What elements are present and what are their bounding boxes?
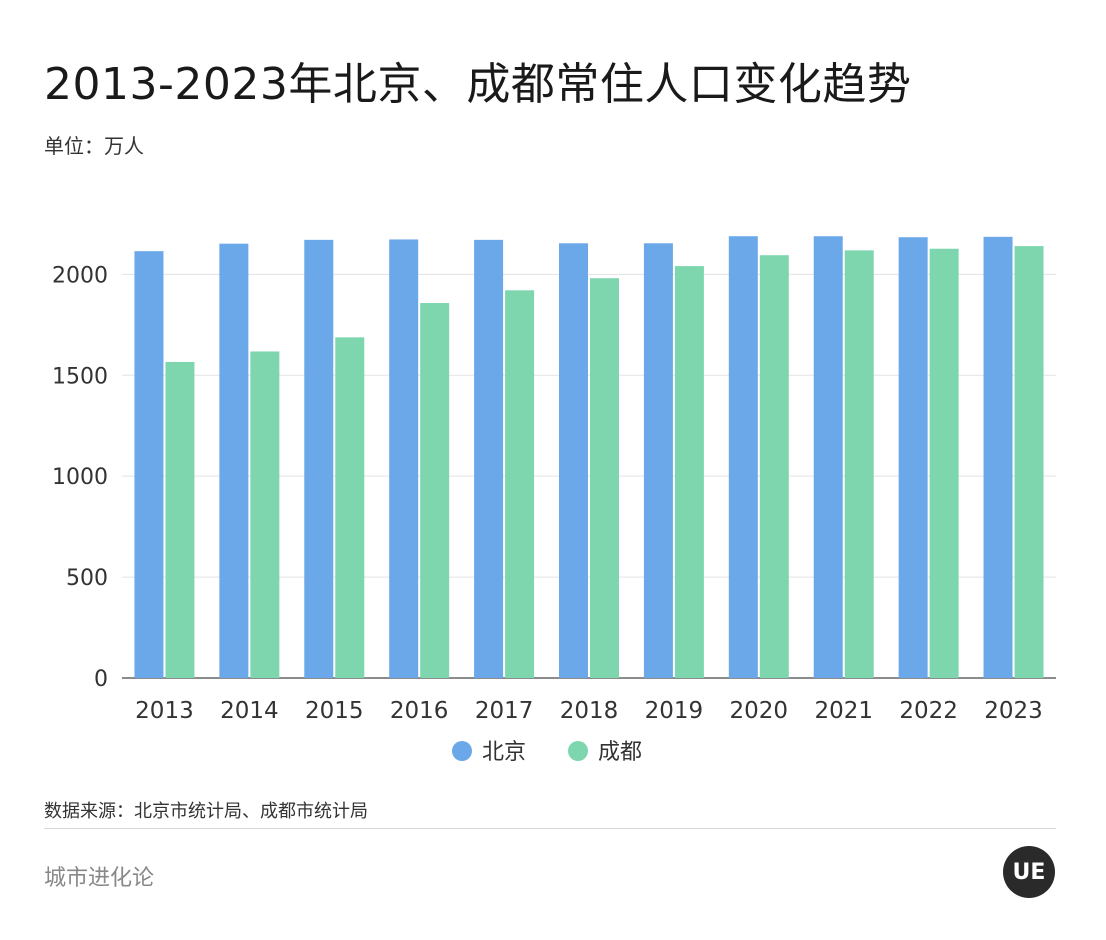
bar-beijing-2021 xyxy=(813,236,843,678)
y-tick-label: 1500 xyxy=(52,364,108,389)
x-tick-label: 2022 xyxy=(899,698,958,724)
x-tick-label: 2017 xyxy=(475,698,534,724)
x-tick-label: 2020 xyxy=(730,698,789,724)
bar-chengdu-2018 xyxy=(590,278,619,678)
bar-chengdu-2013 xyxy=(165,361,195,678)
x-tick-label: 2013 xyxy=(135,698,194,724)
x-tick-label: 2014 xyxy=(220,698,279,724)
y-tick-label: 2000 xyxy=(52,263,108,288)
bar-chengdu-2017 xyxy=(505,290,535,678)
brand-name: 城市进化论 xyxy=(44,866,155,891)
legend-swatch-chengdu xyxy=(568,741,588,761)
bar-beijing-2013 xyxy=(134,251,164,678)
y-tick-label: 0 xyxy=(94,667,108,692)
bar-beijing-2015 xyxy=(304,239,334,678)
legend: 北京 成都 xyxy=(452,740,642,765)
bar-beijing-2017 xyxy=(474,239,504,678)
x-axis-ticks: 2013 2014 2015 2016 2017 2018 2019 2020 2021 2022… xyxy=(135,698,1043,724)
legend-label-chengdu: 成都 xyxy=(598,740,642,765)
bar-chengdu-2014 xyxy=(250,351,280,678)
legend-label-beijing: 北京 xyxy=(482,740,526,765)
bar-beijing-2016 xyxy=(389,239,419,678)
x-tick-label: 2021 xyxy=(814,698,873,724)
footer-divider xyxy=(44,828,1056,829)
bar-chengdu-2023 xyxy=(1014,246,1044,679)
data-source-note: 数据来源：北京市统计局、成都市统计局 xyxy=(44,801,368,822)
x-tick-label: 2023 xyxy=(984,698,1043,724)
unit-label: 单位：万人 xyxy=(44,134,144,158)
y-axis-ticks: 0 500 1000 1500 2000 xyxy=(52,263,108,692)
bar-beijing-2018 xyxy=(559,243,588,678)
chart-title: 2013-2023年北京、成都常住人口变化趋势 xyxy=(44,59,912,110)
x-tick-label: 2016 xyxy=(390,698,449,724)
bar-beijing-2023 xyxy=(983,236,1013,679)
bar-beijing-2020 xyxy=(728,236,758,678)
bar-beijing-2019 xyxy=(643,243,673,678)
x-tick-label: 2018 xyxy=(560,698,619,724)
brand-logo-icon: UE xyxy=(1003,846,1055,898)
bar-chengdu-2020 xyxy=(759,255,789,678)
bar-beijing-2014 xyxy=(219,243,249,679)
bar-chengdu-2022 xyxy=(929,248,959,678)
bar-chengdu-2015 xyxy=(335,337,365,678)
bar-chengdu-2016 xyxy=(420,303,450,678)
bar-beijing-2022 xyxy=(898,237,928,678)
x-tick-label: 2019 xyxy=(645,698,704,724)
y-tick-label: 500 xyxy=(66,566,108,591)
legend-swatch-beijing xyxy=(452,741,472,761)
bars xyxy=(134,236,1044,679)
y-tick-label: 1000 xyxy=(52,465,108,490)
bar-chengdu-2019 xyxy=(674,266,704,678)
x-tick-label: 2015 xyxy=(305,698,364,724)
bar-chengdu-2021 xyxy=(844,250,874,678)
